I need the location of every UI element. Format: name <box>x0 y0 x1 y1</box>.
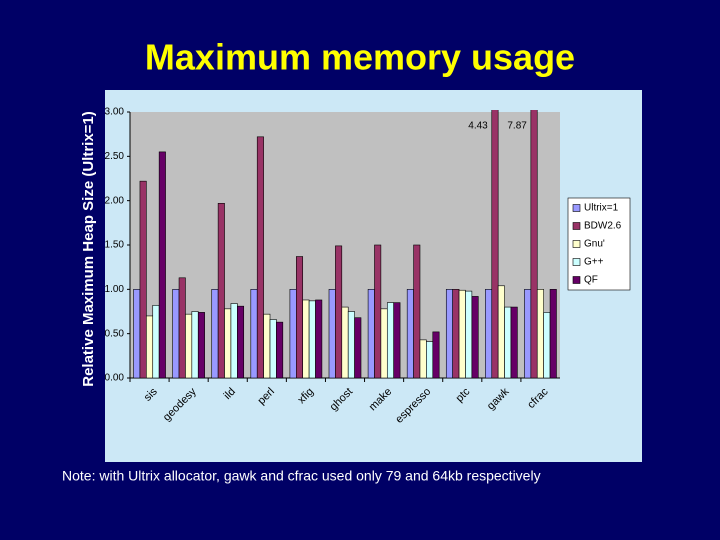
bar <box>191 311 199 379</box>
bar <box>393 302 401 379</box>
legend-label: Ultrix=1 <box>584 203 619 214</box>
bar <box>426 341 434 379</box>
legend-swatch <box>572 222 581 230</box>
bar <box>471 296 479 379</box>
y-tick-label: 3.00 <box>105 107 125 118</box>
bar <box>504 306 512 379</box>
legend-label: Gnu' <box>584 239 605 250</box>
legend-label: QF <box>584 275 598 286</box>
bar <box>465 290 473 379</box>
bar <box>510 306 518 379</box>
bar <box>185 313 193 379</box>
bar <box>158 151 166 379</box>
bar <box>413 244 421 379</box>
data-label: 4.43 <box>468 121 488 132</box>
bar <box>347 311 355 379</box>
y-tick-label: 1.00 <box>105 284 125 295</box>
bar <box>146 315 154 379</box>
bar <box>406 289 414 379</box>
bar <box>276 321 284 379</box>
bar <box>308 300 316 379</box>
y-tick-label: 0.50 <box>105 328 125 339</box>
legend-label: BDW2.6 <box>584 221 622 232</box>
legend-label: G++ <box>584 257 604 268</box>
bar <box>530 110 538 379</box>
bar <box>452 289 460 379</box>
legend-swatch <box>572 240 581 248</box>
bar <box>224 308 232 379</box>
bar <box>543 312 551 379</box>
bar <box>269 319 277 379</box>
data-label: 7.87 <box>507 121 527 132</box>
bar <box>374 244 382 379</box>
bar <box>536 289 544 379</box>
bar <box>458 289 466 379</box>
y-tick-label: 2.50 <box>105 151 125 162</box>
bar <box>197 312 205 379</box>
bar <box>524 289 532 379</box>
bar <box>354 317 362 379</box>
bar <box>302 299 310 379</box>
legend-swatch <box>572 204 581 212</box>
bar <box>367 289 375 379</box>
bar <box>250 289 258 379</box>
bar <box>315 299 323 379</box>
legend-swatch <box>572 276 581 284</box>
bar <box>237 305 245 379</box>
bar <box>139 180 147 379</box>
bar <box>491 110 499 379</box>
bar <box>386 302 394 379</box>
bar <box>263 313 271 379</box>
bar <box>296 256 304 379</box>
bar <box>256 136 264 379</box>
bar <box>211 289 219 379</box>
note: Note: with Ultrix allocator, gawk and cf… <box>62 468 541 484</box>
bar <box>341 306 349 379</box>
bar <box>178 277 186 379</box>
bar <box>133 289 141 379</box>
y-tick-label: 2.00 <box>105 195 125 206</box>
bars <box>133 110 557 379</box>
bar <box>380 308 388 379</box>
bar <box>335 245 343 379</box>
bar <box>497 285 505 379</box>
bar <box>152 304 160 379</box>
bar <box>328 289 336 379</box>
bar <box>485 289 493 379</box>
legend-swatch <box>572 258 581 266</box>
bar <box>172 289 180 379</box>
bar <box>445 289 453 379</box>
bar <box>230 303 238 379</box>
bar <box>217 203 225 379</box>
bar <box>419 339 427 379</box>
bar <box>432 331 440 379</box>
y-tick-label: 1.50 <box>105 240 125 251</box>
bar <box>549 289 557 379</box>
y-tick-label: 0.00 <box>105 373 125 384</box>
bar <box>289 289 297 379</box>
y-axis-label: Relative Maximum Heap Size (Ultrix=1) <box>80 111 97 387</box>
slide-title: Maximum memory usage <box>145 37 575 78</box>
